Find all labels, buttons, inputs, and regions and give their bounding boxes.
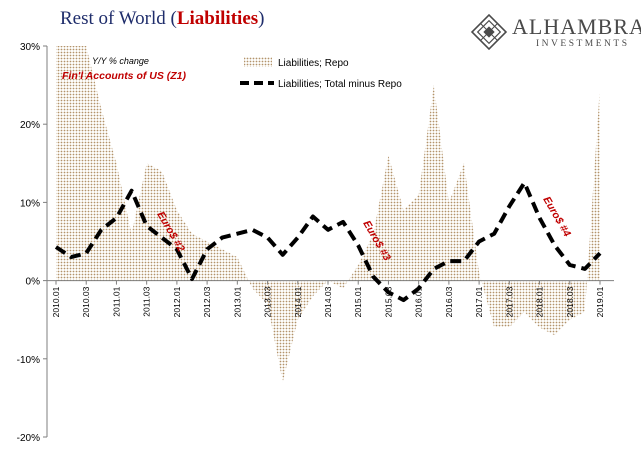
x-tick-label: 2013.03 xyxy=(263,286,273,317)
x-tick-label: 2014.01 xyxy=(293,286,303,317)
repo-area-layer xyxy=(56,46,600,383)
yy-change-label: Y/Y % change xyxy=(92,56,149,66)
x-tick-label: 2011.03 xyxy=(142,286,152,316)
total-minus-repo-line-layer xyxy=(54,180,602,303)
y-tick-label: 0% xyxy=(26,277,41,288)
x-tick-label: 2014.03 xyxy=(323,286,333,317)
title-highlight: Liabilities xyxy=(176,8,259,29)
legend-swatch-repo xyxy=(244,57,272,67)
x-tick-label: 2012.03 xyxy=(202,286,212,317)
chart-title: Rest of World (Liabilities) xyxy=(60,8,264,30)
x-tick-label: 2011.01 xyxy=(111,286,121,316)
x-tick-label: 2018.01 xyxy=(535,286,545,317)
x-tick-label: 2015.03 xyxy=(383,286,393,317)
x-tick-label: 2017.03 xyxy=(504,286,514,317)
source-label: Fin'l Accounts of US (Z1) xyxy=(62,70,187,82)
title-tail: ) xyxy=(258,8,265,29)
x-tick-label: 2018.03 xyxy=(565,286,575,317)
x-tick-label: 2016.03 xyxy=(444,286,454,317)
tick-label-layer: -20% -10% 0% 10% 20% 30% 2010.01 2010.03 2011.01… xyxy=(17,42,605,444)
y-tick-label: -10% xyxy=(17,355,40,366)
title-main: Rest of World ( xyxy=(60,8,177,29)
y-tick-label: 10% xyxy=(20,198,40,209)
y-tick-label: -20% xyxy=(17,433,40,444)
x-tick-label: 2015.01 xyxy=(353,286,363,317)
y-tick-label: 20% xyxy=(20,120,40,131)
euro4-label: Euro$ #4 xyxy=(540,195,573,240)
x-tick-label: 2016.01 xyxy=(414,286,424,317)
y-tick-label: 30% xyxy=(20,42,40,53)
x-tick-label: 2012.01 xyxy=(172,286,182,317)
legend-label-line: Liabilities; Total minus Repo xyxy=(278,79,402,90)
x-tick-label: 2017.01 xyxy=(474,286,484,317)
legend: Liabilities; Repo Liabilities; Total min… xyxy=(240,57,402,90)
axis-layer xyxy=(43,45,614,438)
x-tick-label: 2010.01 xyxy=(51,286,61,317)
logo-name: ALHAMBRA xyxy=(512,14,641,39)
logo-diamond-icon xyxy=(470,13,508,51)
x-tick-label: 2013.01 xyxy=(232,286,242,317)
total-minus-repo-line xyxy=(54,180,602,303)
legend-label-repo: Liabilities; Repo xyxy=(278,58,349,69)
logo-sub: INVESTMENTS xyxy=(536,39,630,49)
x-tick-label: 2019.01 xyxy=(595,286,605,317)
repo-area xyxy=(56,46,600,383)
x-tick-label: 2010.03 xyxy=(81,286,91,317)
logo: ALHAMBRA INVESTMENTS xyxy=(470,12,641,52)
